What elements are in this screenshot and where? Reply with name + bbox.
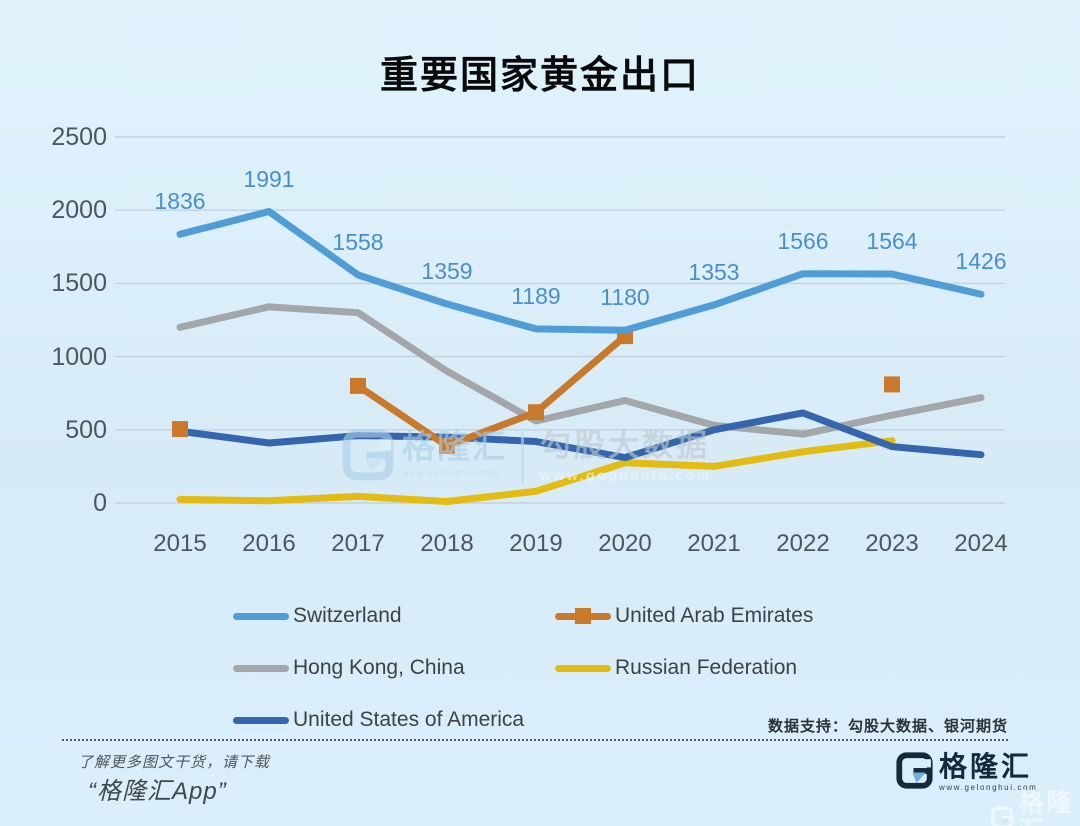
series-marker-united-arab-emirates: [528, 404, 544, 421]
series-marker-united-arab-emirates: [884, 376, 900, 393]
corner-watermark: 格隆汇: [991, 789, 1080, 826]
brand-logo-lockup: 格隆汇 www.gelonghui.com: [896, 752, 1037, 792]
data-label: 1566: [777, 227, 829, 254]
x-tick-label: 2023: [865, 530, 919, 557]
series-marker-united-arab-emirates: [439, 437, 455, 454]
legend-label: Hong Kong, China: [293, 656, 465, 679]
x-tick-label: 2020: [598, 530, 652, 557]
legend-swatch: [233, 716, 289, 724]
series-line-russian-federation: [176, 437, 896, 506]
y-tick-label: 2000: [51, 196, 107, 225]
y-tick-label: 2500: [51, 123, 107, 151]
data-label: 1359: [421, 258, 473, 285]
watermark-brand-text: 格隆汇: [1018, 789, 1075, 826]
data-label: 1189: [511, 282, 561, 309]
legend-item-united-arab-emirates: United Arab Emirates: [555, 604, 915, 628]
x-tick-label: 2022: [776, 530, 830, 557]
series-line-united-arab-emirates: [354, 332, 629, 450]
x-tick-label: 2024: [954, 530, 1008, 557]
gelonghui-logo-icon: [896, 752, 933, 789]
data-support-note: 数据支持：勾股大数据、银河期货: [767, 718, 1008, 735]
x-tick-label: 2019: [509, 530, 563, 557]
legend-swatch: [555, 664, 611, 672]
brand-name-text: 格隆汇: [939, 751, 1033, 782]
series-marker-united-arab-emirates: [172, 421, 188, 438]
data-label: 1836: [154, 188, 206, 215]
legend-label: United Arab Emirates: [615, 604, 814, 627]
data-label: 1558: [332, 228, 384, 255]
series-line-united-states-of-america: [176, 409, 985, 462]
footer-promo-text: 了解更多图文干货，请下载: [78, 754, 271, 771]
legend-item-russian-federation: Russian Federation: [555, 656, 915, 680]
y-tick-label: 1500: [51, 269, 107, 298]
legend-swatch: [555, 607, 611, 624]
series-line-switzerland: [176, 208, 985, 334]
legend-item-united-states-of-america: United States of America: [233, 708, 555, 732]
x-tick-label: 2021: [687, 530, 741, 557]
x-tick-label: 2016: [242, 530, 296, 557]
data-label: 1564: [866, 228, 918, 255]
data-label: 1353: [688, 258, 740, 285]
legend-label: Russian Federation: [615, 656, 798, 679]
legend-item-hong-kong-china: Hong Kong, China: [233, 656, 555, 680]
x-tick-label: 2017: [331, 530, 385, 557]
legend-marker-square: [575, 607, 591, 624]
y-tick-label: 1000: [51, 342, 107, 371]
legend-label: United States of America: [293, 708, 525, 731]
data-label: 1991: [243, 165, 295, 192]
x-tick-label: 2015: [153, 530, 207, 557]
series-line-hong-kong-china: [176, 303, 985, 438]
x-tick-label: 2018: [420, 530, 474, 557]
data-label: 1180: [600, 284, 650, 311]
legend-swatch: [233, 664, 289, 672]
legend-item-switzerland: Switzerland: [233, 604, 555, 628]
gelonghui-logo-icon: [991, 805, 1014, 826]
y-tick-label: 500: [65, 415, 107, 444]
legend-label: Switzerland: [293, 604, 402, 627]
data-label: 1426: [955, 248, 1007, 275]
series-marker-united-arab-emirates: [350, 377, 366, 394]
footer-app-name: “格隆汇App”: [88, 778, 227, 805]
y-tick-label: 0: [93, 489, 107, 517]
dotted-separator: [62, 739, 1008, 741]
chart-title: 重要国家黄金出口: [379, 55, 700, 97]
chart-legend: Switzerland United Arab Emirates Hong Kong…: [233, 590, 915, 746]
brand-url-text: www.gelonghui.com: [939, 783, 1038, 792]
legend-swatch: [233, 612, 289, 620]
